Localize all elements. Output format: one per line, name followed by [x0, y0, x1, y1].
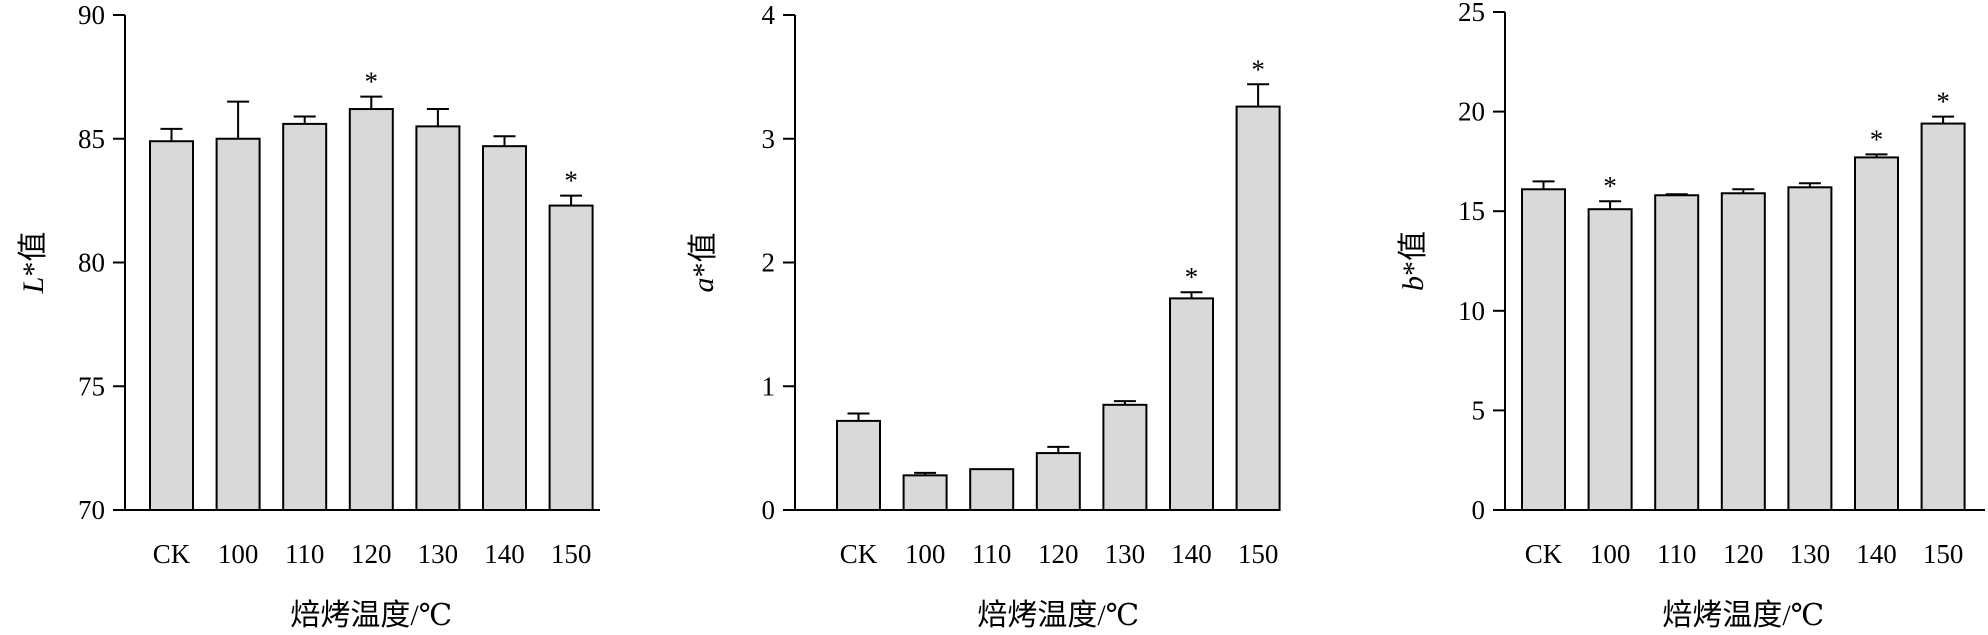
significance-marker: *	[365, 67, 379, 97]
y-tick-label: 0	[762, 495, 776, 525]
bar	[215, 137, 261, 511]
significance-marker: *	[1603, 171, 1617, 201]
x-axis-title: 焙烤温度/℃	[290, 599, 452, 632]
x-tick-label: 120	[1038, 539, 1079, 569]
x-tick-label: 150	[1238, 539, 1279, 569]
bar	[1787, 186, 1833, 512]
chart-panel-1: 70 75 80 85 90 CK 100 110 * 120 130 140 * 150 焙烤温度/℃ L*…	[17, 0, 600, 632]
x-axis-title: 焙烤温度/℃	[1662, 599, 1824, 632]
bar	[482, 145, 527, 512]
bar	[1102, 403, 1148, 511]
x-tick-label: 110	[972, 539, 1012, 569]
x-tick-label: 140	[484, 539, 525, 569]
y-tick-label: 2	[762, 248, 776, 278]
x-tick-label: 120	[351, 539, 392, 569]
bar	[1587, 208, 1633, 511]
y-tick-label: 90	[78, 0, 105, 30]
y-axis-title-suffix: *值	[687, 233, 720, 278]
x-tick-label: 150	[551, 539, 592, 569]
x-tick-label: 120	[1723, 539, 1764, 569]
y-tick-label: 3	[762, 124, 776, 154]
x-tick-label: 140	[1856, 539, 1897, 569]
y-tick-label: 85	[78, 124, 105, 154]
y-axis-title-suffix: *值	[17, 232, 50, 277]
y-tick-label: 1	[762, 371, 776, 401]
y-axis-title-variable: a	[687, 278, 720, 293]
significance-marker: *	[1870, 124, 1884, 154]
bar	[1720, 192, 1766, 511]
significance-marker: *	[564, 166, 578, 196]
y-axis-title-variable: b	[1397, 276, 1430, 291]
x-axis-title: 焙烤温度/℃	[977, 599, 1139, 632]
significance-marker: *	[1185, 262, 1199, 292]
x-tick-label: 110	[285, 539, 325, 569]
x-tick-label: 100	[1590, 539, 1631, 569]
x-tick-label: 140	[1171, 539, 1212, 569]
significance-marker: *	[1936, 87, 1950, 117]
bar	[902, 474, 948, 512]
x-tick-label: 150	[1923, 539, 1964, 569]
y-tick-label: 10	[1458, 296, 1485, 326]
bar	[1035, 452, 1081, 512]
y-tick-label: 80	[78, 248, 105, 278]
significance-marker: *	[1251, 54, 1265, 84]
bar	[548, 204, 594, 511]
y-axis-title-variable: L	[17, 277, 50, 295]
bar	[1854, 156, 1899, 512]
y-tick-label: 25	[1458, 0, 1485, 27]
bar	[1235, 105, 1281, 511]
y-tick-label: 4	[762, 0, 776, 30]
x-tick-label: 100	[218, 539, 259, 569]
bar	[1654, 194, 1700, 511]
x-tick-label: 100	[905, 539, 946, 569]
bar	[1521, 188, 1566, 511]
x-tick-label: 110	[1657, 539, 1697, 569]
bar	[1169, 297, 1214, 512]
y-axis-title: a*值	[687, 233, 720, 293]
y-tick-label: 70	[78, 495, 105, 525]
bar	[282, 122, 328, 512]
x-tick-label: 130	[418, 539, 459, 569]
x-tick-label: 130	[1790, 539, 1831, 569]
chart-panel-2: 0 1 2 3 4 CK 100 110 120 130 * 140 * 150 焙烤温度/℃ a*值	[687, 0, 1281, 632]
y-tick-label: 20	[1458, 97, 1485, 127]
y-axis-title: L*值	[17, 232, 50, 295]
bar	[836, 419, 881, 511]
y-axis-title-suffix: *值	[1397, 231, 1430, 276]
y-axis-title: b*值	[1397, 231, 1430, 291]
chart-panel-3: 0 5 10 15 20 25 CK * 100 110 120 130 * 140 * 150 焙烤温度/℃ b…	[1397, 0, 1985, 632]
y-tick-label: 15	[1458, 196, 1485, 226]
y-tick-label: 75	[78, 371, 105, 401]
x-tick-label: 130	[1105, 539, 1146, 569]
x-tick-label: CK	[840, 539, 878, 569]
bar	[348, 108, 394, 512]
y-tick-label: 5	[1472, 395, 1486, 425]
bar	[149, 140, 194, 511]
bar	[415, 125, 461, 511]
x-tick-label: CK	[1525, 539, 1563, 569]
bar	[969, 468, 1015, 512]
x-tick-label: CK	[153, 539, 191, 569]
y-tick-label: 0	[1472, 495, 1486, 525]
bar	[1920, 122, 1966, 511]
